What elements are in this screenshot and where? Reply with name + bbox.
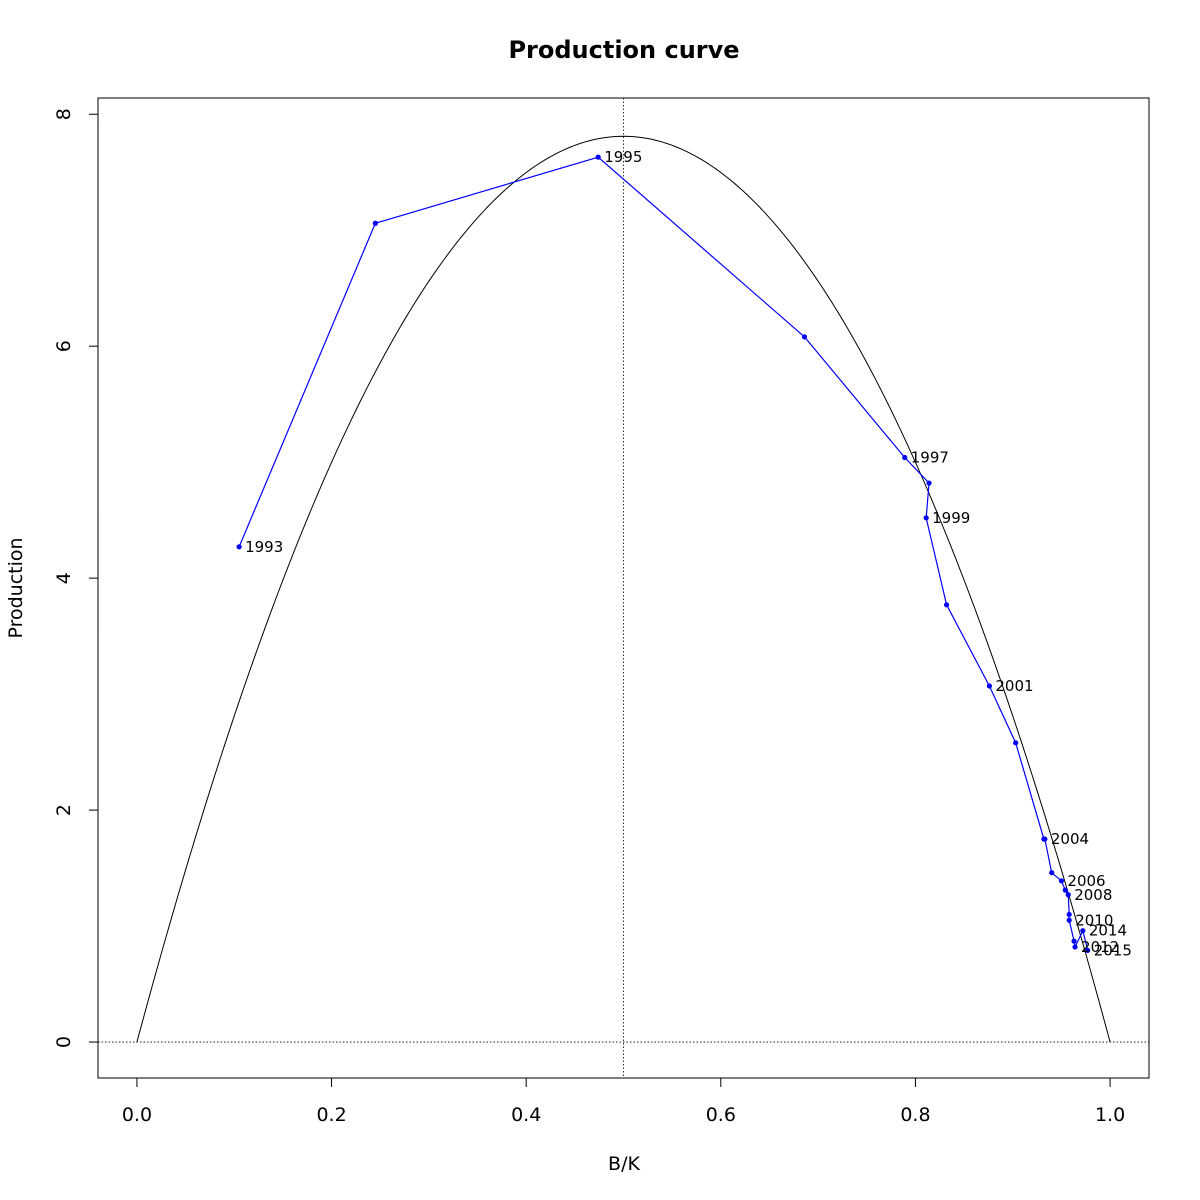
data-point <box>1062 887 1068 893</box>
data-point <box>595 154 601 160</box>
data-point <box>801 334 808 340</box>
y-tick-label: 0 <box>53 1036 75 1048</box>
data-point <box>1042 836 1048 842</box>
point-label: 2004 <box>1051 830 1089 848</box>
x-tick-label: 0.2 <box>316 1104 346 1126</box>
point-label: 2015 <box>1094 941 1132 959</box>
data-point <box>236 544 242 550</box>
data-point <box>943 602 950 608</box>
series-layer <box>236 154 1091 954</box>
point-label: 2008 <box>1074 886 1112 904</box>
data-point <box>1072 944 1078 950</box>
data-point <box>1071 938 1077 944</box>
data-point <box>1065 892 1071 898</box>
series-line <box>238 156 1089 951</box>
x-tick-label: 0.6 <box>706 1104 736 1126</box>
data-point <box>1058 878 1065 884</box>
model-curve-layer <box>136 135 1111 1043</box>
y-tick-label: 6 <box>53 340 75 352</box>
data-point <box>986 683 993 689</box>
model-production-curve <box>136 135 1111 1043</box>
data-point <box>1049 870 1055 876</box>
point-label: 1997 <box>911 449 949 467</box>
chart-title: Production curve <box>508 36 739 64</box>
x-axis-label: B/K <box>608 1153 640 1175</box>
y-tick-label: 4 <box>53 572 75 584</box>
data-point <box>1013 740 1019 746</box>
data-point <box>372 220 378 226</box>
point-label: 2010 <box>1075 911 1113 929</box>
y-axis-label: Production <box>5 537 27 638</box>
data-point <box>1066 911 1072 918</box>
point-label: 1993 <box>245 538 283 556</box>
y-tick-label: 2 <box>53 804 75 816</box>
x-tick-label: 1.0 <box>1095 1104 1125 1126</box>
data-point <box>923 515 929 521</box>
point-label: 1999 <box>932 509 970 527</box>
data-point <box>926 480 932 486</box>
data-point <box>1066 917 1072 923</box>
x-axis: 0.0 0.2 0.4 0.6 0.8 1.0 <box>122 1077 1125 1126</box>
point-label: 2012 <box>1081 938 1119 956</box>
point-label: 1995 <box>604 148 642 166</box>
x-tick-label: 0.4 <box>511 1104 541 1126</box>
y-tick-label: 8 <box>53 108 75 120</box>
y-axis: 0 2 4 6 8 <box>53 108 99 1048</box>
data-point <box>1080 928 1086 934</box>
data-point <box>1085 947 1091 954</box>
x-tick-label: 0.8 <box>900 1104 930 1126</box>
point-label: 2001 <box>995 677 1033 695</box>
x-tick-label: 0.0 <box>122 1104 152 1126</box>
point-label: 2006 <box>1067 872 1105 890</box>
point-label: 2014 <box>1089 922 1127 940</box>
reference-lines <box>98 98 1149 1078</box>
data-point <box>902 454 908 461</box>
